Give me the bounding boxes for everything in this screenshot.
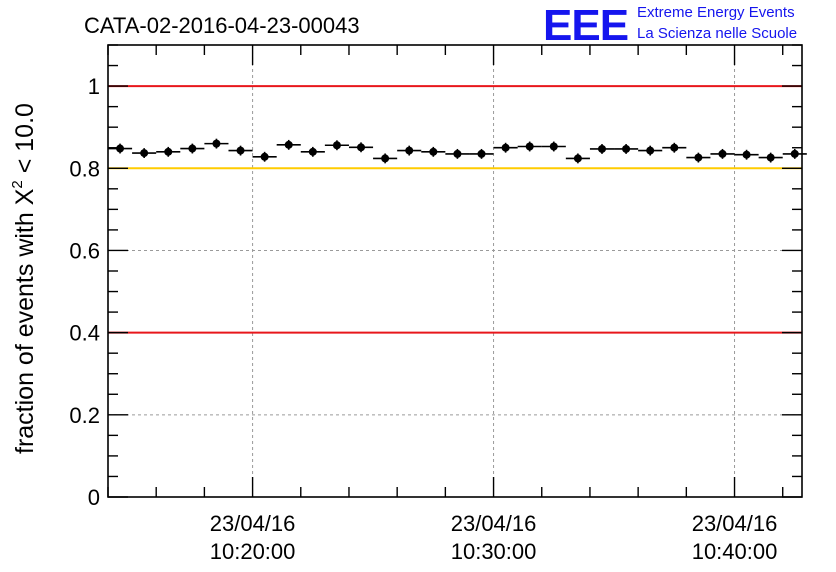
y-tick-label: 0.2 (69, 403, 100, 428)
y-tick-label: 0.8 (69, 156, 100, 181)
data-marker (381, 154, 389, 162)
data-marker (743, 151, 751, 159)
data-marker (694, 154, 702, 162)
y-axis-label-superscript: 2 (9, 180, 26, 188)
data-marker (550, 142, 558, 150)
data-marker (333, 141, 341, 149)
data-marker (285, 141, 293, 149)
data-marker (453, 150, 461, 158)
data-marker (622, 145, 630, 153)
data-marker (670, 144, 678, 152)
data-marker (574, 154, 582, 162)
y-tick-label: 0.6 (69, 238, 100, 263)
x-tick-label-date: 23/04/16 (692, 511, 778, 536)
x-tick-label-time: 10:20:00 (210, 539, 296, 564)
data-marker (767, 154, 775, 162)
data-marker (429, 148, 437, 156)
data-marker (116, 145, 124, 153)
y-tick-label: 0 (88, 485, 100, 510)
x-tick-label-date: 23/04/16 (210, 511, 296, 536)
data-marker (718, 150, 726, 158)
data-marker (357, 143, 365, 151)
x-tick-label-time: 10:30:00 (451, 539, 537, 564)
data-marker (212, 140, 220, 148)
y-axis-label: fraction of events with X2 < 10.0 (9, 103, 39, 454)
data-marker (791, 150, 799, 158)
data-marker (140, 149, 148, 157)
logo-line-1: Extreme Energy Events (637, 4, 795, 21)
data-marker (526, 142, 534, 150)
data-marker (309, 148, 317, 156)
data-marker (164, 148, 172, 156)
data-marker (237, 147, 245, 155)
data-marker (598, 145, 606, 153)
y-tick-label: 1 (88, 74, 100, 99)
x-tick-label-time: 10:40:00 (692, 539, 778, 564)
y-axis-label-chi: X (11, 188, 39, 205)
data-marker (502, 144, 510, 152)
data-marker (261, 153, 269, 161)
logo-line-2: La Scienza nelle Scuole (637, 25, 797, 42)
y-axis-label-prefix: fraction of events with (11, 205, 39, 454)
y-tick-label: 0.4 (69, 321, 100, 346)
x-tick-label-date: 23/04/16 (451, 511, 537, 536)
chart-title: CATA-02-2016-04-23-00043 (84, 13, 360, 38)
y-axis-label-suffix: < 10.0 (11, 103, 39, 180)
data-marker (188, 145, 196, 153)
data-marker (405, 147, 413, 155)
data-marker (646, 147, 654, 155)
data-marker (478, 150, 486, 158)
logo-letters: EEE (543, 1, 628, 50)
